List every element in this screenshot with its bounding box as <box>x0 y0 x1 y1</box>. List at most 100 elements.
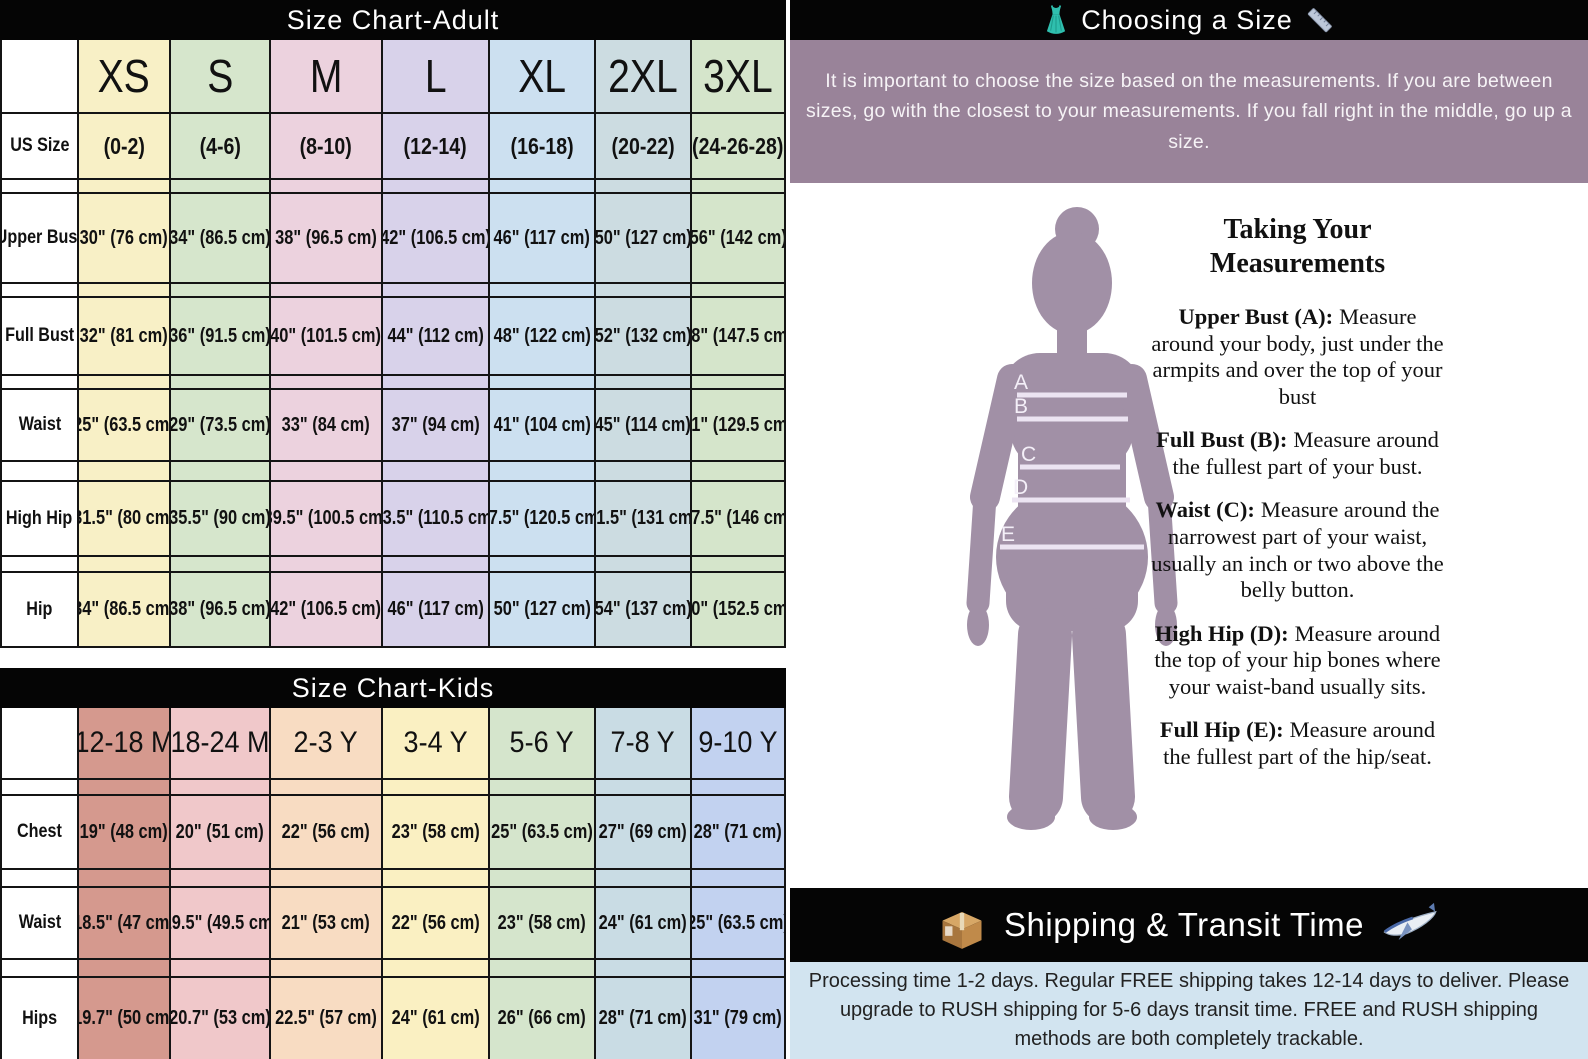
size-cell: 51" (129.5 cm) <box>692 390 784 460</box>
size-cell: 37" (94 cm) <box>383 390 488 460</box>
size-cell: 21" (53 cm) <box>271 888 381 958</box>
size-cell: 42" (106.5 cm) <box>383 194 488 282</box>
spacer-cell <box>2 462 77 480</box>
adult-size-table: XS S M L XL 2XL 3XL US Size (0-2) (4-6) … <box>0 40 786 648</box>
size-cell: 22.5" (57 cm) <box>271 978 381 1059</box>
size-cell: 20.7" (53 cm) <box>171 978 269 1059</box>
spacer-cell <box>692 376 784 388</box>
row-label-full-bust: Full Bust <box>2 298 77 374</box>
kids-size-header: 9-10 Y <box>692 708 784 778</box>
spacer-cell <box>2 780 77 794</box>
spacer-cell <box>79 870 169 886</box>
measure-label-b: B <box>1014 395 1028 418</box>
kids-size-header: 2-3 Y <box>271 708 381 778</box>
size-cell: 28" (71 cm) <box>596 978 690 1059</box>
size-cell: 40" (101.5 cm) <box>271 298 381 374</box>
size-cell: 25" (63.5 cm) <box>79 390 169 460</box>
spacer-cell <box>490 557 594 571</box>
size-cell: 32" (81 cm) <box>79 298 169 374</box>
spacer-cell <box>2 557 77 571</box>
spacer-cell <box>596 462 690 480</box>
size-chart-panel: Size Chart-Adult XS S M L XL 2XL 3XL US … <box>0 0 786 1059</box>
sizing-guide-panel: Choosing a Size It is important to choos… <box>790 0 1588 1059</box>
shipping-title: Shipping & Transit Time <box>1004 906 1364 943</box>
spacer-cell <box>490 376 594 388</box>
adult-size-header: S <box>171 40 269 112</box>
size-cell: (12-14) <box>383 114 488 178</box>
row-label-upper-bust: Upper Bust <box>2 194 77 282</box>
spacer-cell <box>692 780 784 794</box>
airplane-icon <box>1380 902 1442 948</box>
spacer-cell <box>79 376 169 388</box>
adult-size-header: 2XL <box>596 40 690 112</box>
size-cell: 23" (58 cm) <box>490 888 594 958</box>
spacer-cell <box>490 960 594 976</box>
spacer-cell <box>79 284 169 296</box>
kids-size-header: 12-18 M <box>79 708 169 778</box>
spacer-cell <box>171 376 269 388</box>
size-cell: 20" (51 cm) <box>171 796 269 868</box>
size-cell: 22" (56 cm) <box>383 888 488 958</box>
measure-label-a: A <box>1014 371 1028 394</box>
spacer-cell <box>171 284 269 296</box>
full-hip-instruction: Full Hip (E): Measure around the fullest … <box>1159 717 1436 769</box>
spacer-cell <box>2 870 77 886</box>
spacer-cell <box>79 180 169 192</box>
corner-cell <box>2 40 77 112</box>
measurement-section: A B C D E Taking Your Measurements Upper… <box>790 183 1588 888</box>
size-cell: 31.5" (80 cm) <box>79 482 169 555</box>
adult-size-header: M <box>271 40 381 112</box>
size-cell: 30" (76 cm) <box>79 194 169 282</box>
spacer-cell <box>171 960 269 976</box>
size-cell: 50" (127 cm) <box>490 573 594 646</box>
size-cell: 34" (86.5 cm) <box>171 194 269 282</box>
spacer-cell <box>171 180 269 192</box>
choosing-title-bar: Choosing a Size <box>790 0 1588 40</box>
size-cell: 52" (132 cm) <box>596 298 690 374</box>
choosing-title: Choosing a Size <box>1081 4 1293 35</box>
spacer-cell <box>271 780 381 794</box>
spacer-cell <box>490 462 594 480</box>
spacer-cell <box>383 870 488 886</box>
row-label-kids-hips: Hips <box>2 978 77 1059</box>
size-cell: 18.5" (47 cm) <box>79 888 169 958</box>
size-cell: 56" (142 cm) <box>692 194 784 282</box>
size-cell: 57.5" (146 cm) <box>692 482 784 555</box>
spacer-cell <box>271 180 381 192</box>
spacer-cell <box>383 780 488 794</box>
kids-size-header: 7-8 Y <box>596 708 690 778</box>
adult-chart-title-bar: Size Chart-Adult <box>0 0 786 40</box>
size-cell: 44" (112 cm) <box>383 298 488 374</box>
spacer-cell <box>692 284 784 296</box>
adult-size-header: XL <box>490 40 594 112</box>
size-cell: 27" (69 cm) <box>596 796 690 868</box>
kids-size-header: 5-6 Y <box>490 708 594 778</box>
row-label-kids-waist: Waist <box>2 888 77 958</box>
spacer-cell <box>2 284 77 296</box>
kids-size-header: 18-24 M <box>171 708 269 778</box>
spacer-cell <box>383 960 488 976</box>
package-icon <box>936 899 988 951</box>
row-label-high-hip: High Hip <box>2 482 77 555</box>
size-cell: 19" (48 cm) <box>79 796 169 868</box>
size-cell: 46" (117 cm) <box>490 194 594 282</box>
measure-label-c: C <box>1021 443 1036 466</box>
body-silhouette: A B C D E <box>966 207 1178 830</box>
corner-cell <box>2 708 77 778</box>
spacer-cell <box>692 870 784 886</box>
size-cell: 28" (71 cm) <box>692 796 784 868</box>
spacer-cell <box>79 960 169 976</box>
size-cell: 22" (56 cm) <box>271 796 381 868</box>
size-cell: 39.5" (100.5 cm) <box>271 482 381 555</box>
spacer-cell <box>692 960 784 976</box>
waist-instruction: Waist (C): Measure around the narrowest p… <box>1151 497 1444 603</box>
adult-size-header: L <box>383 40 488 112</box>
size-cell: (16-18) <box>490 114 594 178</box>
size-cell: (4-6) <box>171 114 269 178</box>
kids-chart-title-bar: Size Chart-Kids <box>0 668 786 708</box>
size-cell: 60" (152.5 cm) <box>692 573 784 646</box>
size-cell: 42" (106.5 cm) <box>271 573 381 646</box>
size-cell: 54" (137 cm) <box>596 573 690 646</box>
spacer-cell <box>490 180 594 192</box>
spacer-cell <box>79 780 169 794</box>
